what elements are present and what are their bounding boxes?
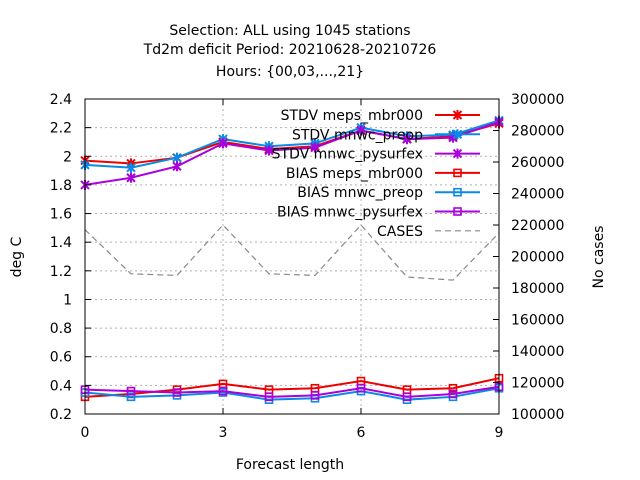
data-point: [172, 388, 182, 397]
series-cases: [84, 224, 500, 281]
legend-marker: [453, 207, 462, 216]
title-line-2: Td2m deficit Period: 20210628-20210726: [143, 42, 437, 58]
y-tick-label: 0.6: [50, 350, 72, 366]
y-tick-label: 0.2: [50, 407, 72, 423]
legend-label: STDV mnwc_pysurfex: [272, 147, 423, 163]
axis-ticks: 0 3 6 9 0.2 0.4 0.6 0.8 1 1.2 1.4 1.6 1.8 2 2.2 2.4 1000…: [50, 92, 565, 441]
y-tick-label: 1.8: [50, 178, 72, 194]
series-line-bias-mnwc-preop: [84, 387, 500, 401]
y2-tick-label: 240000: [511, 187, 564, 203]
x-tick-label: 3: [219, 425, 228, 441]
legend-label: BIAS meps_mbr000: [286, 166, 423, 182]
data-point: [402, 392, 412, 402]
legend: STDV meps_mbr000 STDV mnwc_preop STDV mnwc…: [272, 108, 480, 240]
legend-entry-bias-meps-mbr000: BIAS meps_mbr000: [286, 166, 480, 182]
data-point: [172, 152, 182, 163]
data-point: [126, 172, 136, 183]
series-stdv-mnwc-preop: [80, 115, 504, 173]
series-line-cases: [84, 224, 500, 281]
legend-marker: [452, 148, 463, 159]
legend-label: BIAS mnwc_preop: [297, 185, 423, 201]
y-tick-label: 1.2: [50, 264, 72, 280]
y-tick-label: 0.8: [50, 321, 72, 337]
data-point: [448, 383, 458, 393]
data-point: [126, 162, 136, 173]
legend-entry-bias-mnwc-preop: BIAS mnwc_preop: [297, 185, 480, 201]
data-point: [218, 138, 228, 149]
series-line-bias-mnwc-pysurfex: [84, 385, 500, 398]
data-point: [356, 125, 366, 136]
data-point: [218, 386, 228, 396]
y2-tick-label: 280000: [511, 124, 564, 140]
data-point: [264, 145, 274, 156]
legend-marker: [453, 168, 462, 178]
y-tick-label: 1.6: [50, 207, 72, 223]
grid: [85, 99, 499, 414]
series-line-stdv-mnwc-pysurfex: [84, 120, 500, 186]
data-point: [356, 383, 366, 393]
series-layer: [80, 115, 504, 404]
data-point: [126, 392, 136, 402]
y2-tick-label: 160000: [511, 313, 564, 329]
data-point: [264, 392, 274, 402]
y2-tick-label: 260000: [511, 155, 564, 171]
legend-marker: [452, 129, 463, 140]
data-point: [448, 389, 458, 399]
title-line-3: Hours: {00,03,...,21}: [216, 64, 364, 80]
y-tick-label: 0.4: [50, 378, 72, 394]
y-tick-label: 2: [63, 149, 72, 165]
y2-tick-label: 120000: [511, 376, 564, 392]
data-point: [172, 161, 182, 172]
title-line-1: Selection: ALL using 1045 stations: [169, 23, 410, 39]
legend-entry-bias-mnwc-pysurfex: BIAS mnwc_pysurfex: [277, 205, 480, 221]
data-point: [310, 391, 320, 400]
y-axis-label: deg C: [9, 236, 25, 277]
y2-tick-label: 140000: [511, 344, 564, 360]
y2-tick-label: 300000: [511, 92, 564, 108]
data-point: [310, 142, 320, 153]
y2-tick-label: 100000: [511, 407, 564, 423]
legend-entry-stdv-mnwc-preop: STDV mnwc_preop: [292, 127, 480, 143]
legend-label: STDV meps_mbr000: [281, 108, 423, 124]
legend-marker: [452, 110, 463, 120]
y2-tick-label: 180000: [511, 281, 564, 297]
legend-marker: [453, 187, 462, 197]
x-tick-label: 6: [357, 425, 366, 441]
legend-label: CASES: [377, 224, 423, 240]
y2-tick-label: 200000: [511, 250, 564, 266]
data-point: [402, 134, 412, 145]
x-tick-label: 9: [495, 425, 504, 441]
legend-entry-stdv-mnwc-pysurfex: STDV mnwc_pysurfex: [272, 147, 480, 163]
series-line-stdv-mnwc-preop: [84, 119, 500, 169]
y2-axis-label: No cases: [591, 226, 607, 289]
y-tick-label: 1: [63, 292, 72, 308]
legend-label: STDV mnwc_preop: [292, 127, 423, 143]
data-point: [126, 386, 136, 396]
chart-title: Selection: ALL using 1045 stations Td2m …: [143, 23, 437, 80]
y-tick-label: 2.4: [50, 92, 72, 108]
x-tick-label: 0: [81, 425, 90, 441]
legend-label: BIAS mnwc_pysurfex: [277, 205, 423, 221]
y2-tick-label: 220000: [511, 218, 564, 234]
y-tick-label: 2.2: [50, 121, 72, 137]
legend-entry-stdv-meps-mbr000: STDV meps_mbr000: [281, 108, 480, 124]
x-axis-label: Forecast length: [236, 457, 344, 473]
legend-entry-cases: CASES: [377, 224, 480, 240]
y-tick-label: 1.4: [50, 235, 72, 251]
